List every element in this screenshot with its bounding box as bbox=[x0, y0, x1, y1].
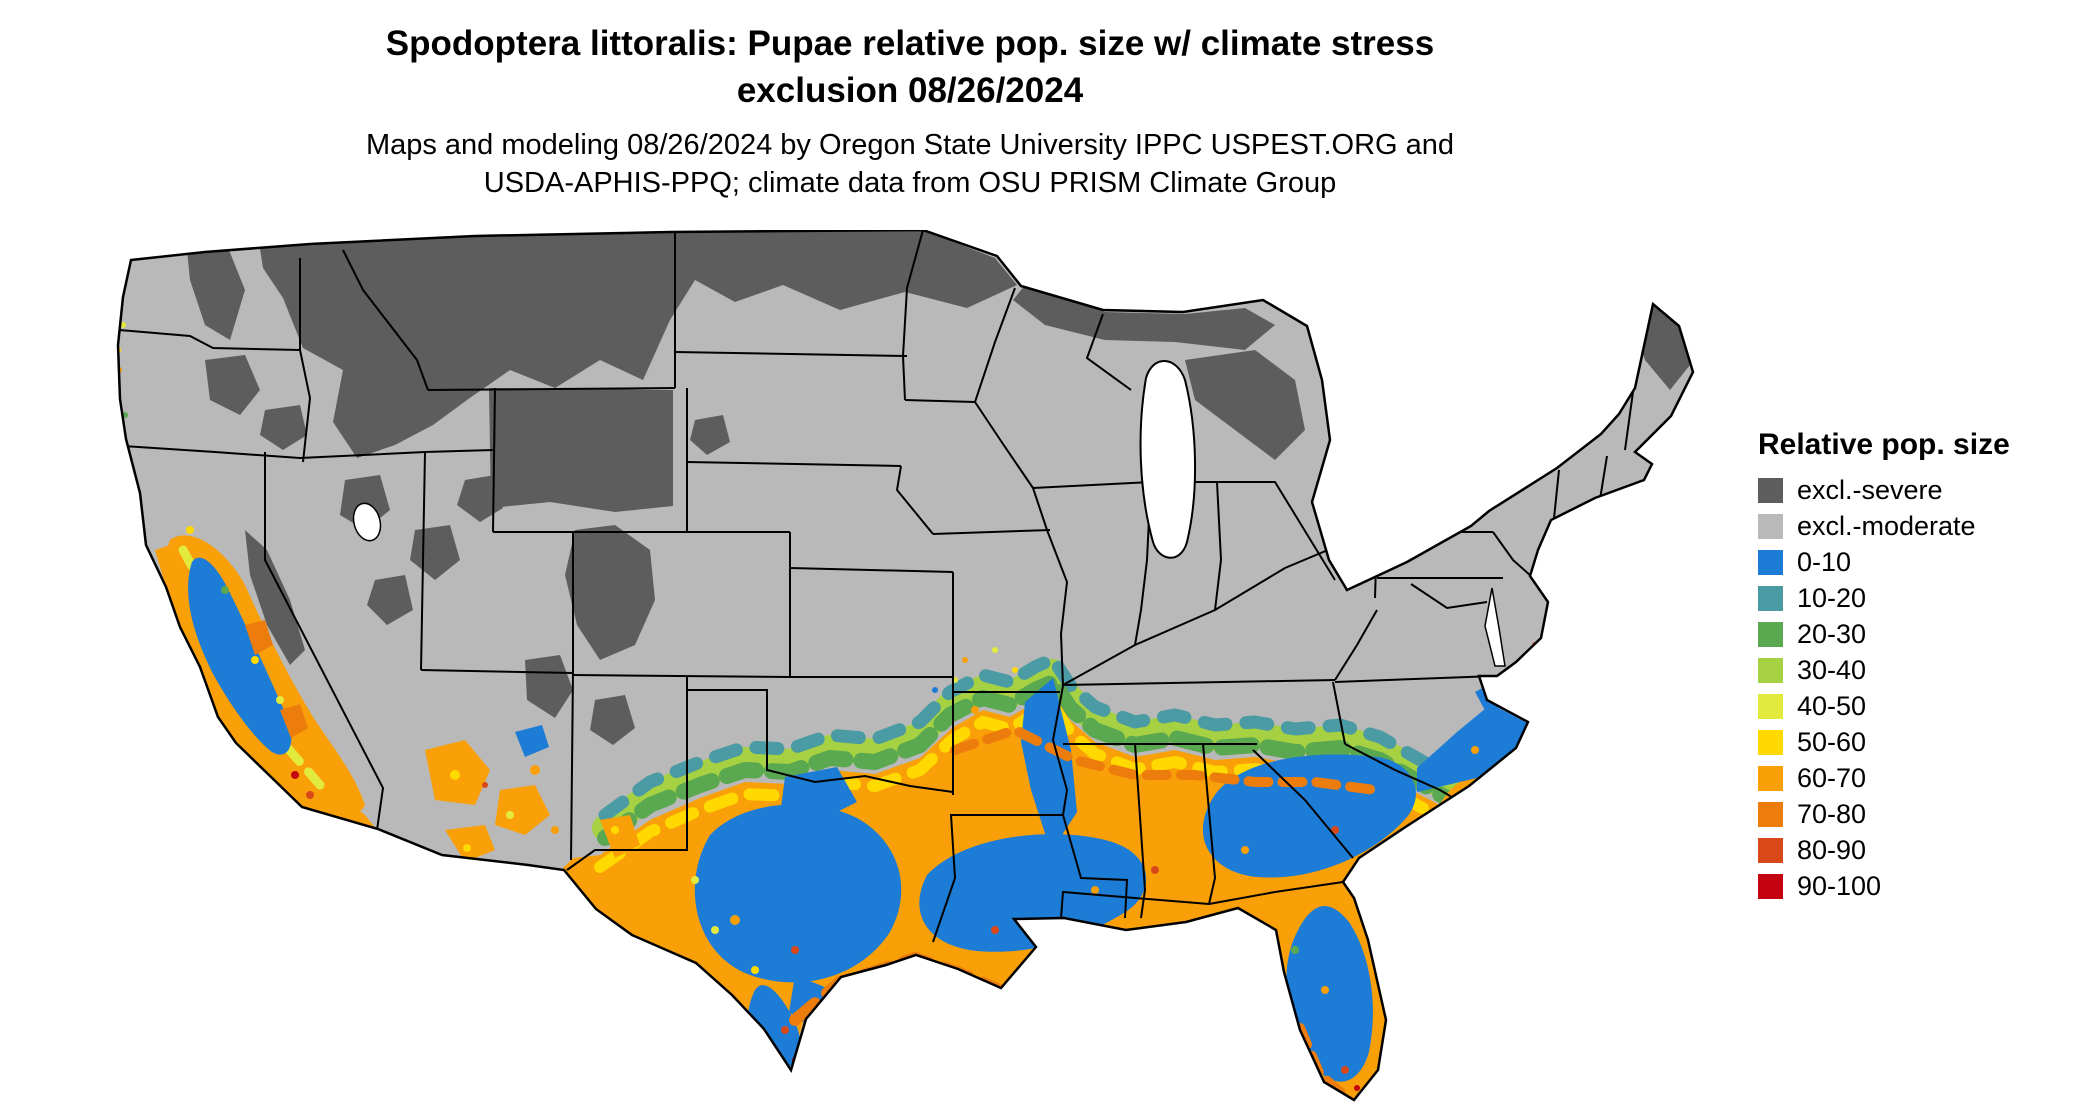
legend-label: 60-70 bbox=[1797, 762, 1867, 793]
legend-swatch-70-80 bbox=[1758, 801, 1783, 827]
legend-label: excl.-moderate bbox=[1797, 510, 1976, 541]
legend-row: 90-100 bbox=[1758, 870, 2088, 901]
legend: Relative pop. size excl.-severe excl.-mo… bbox=[1758, 428, 2088, 910]
legend-swatch-50-60 bbox=[1758, 729, 1783, 755]
legend-label: 40-50 bbox=[1797, 690, 1867, 721]
legend-label: 80-90 bbox=[1797, 834, 1867, 865]
legend-swatch-excl-moderate bbox=[1758, 513, 1783, 539]
legend-label: 20-30 bbox=[1797, 618, 1867, 649]
us-risk-map bbox=[95, 228, 1699, 1108]
legend-swatch-10-20 bbox=[1758, 585, 1783, 611]
legend-row: 10-20 bbox=[1758, 582, 2088, 613]
map-raster-layers bbox=[118, 230, 1693, 1100]
legend-label: 70-80 bbox=[1797, 798, 1867, 829]
legend-swatch-20-30 bbox=[1758, 621, 1783, 647]
legend-swatch-excl-severe bbox=[1758, 477, 1783, 503]
legend-title: Relative pop. size bbox=[1758, 428, 2010, 461]
chesapeake-bay bbox=[1484, 587, 1506, 667]
state-borders bbox=[118, 230, 1636, 943]
great-salt-lake bbox=[352, 502, 382, 542]
legend-row: 40-50 bbox=[1758, 690, 2088, 721]
attribution-subtitle: Maps and modeling 08/26/2024 by Oregon S… bbox=[0, 126, 1820, 202]
legend-row: 60-70 bbox=[1758, 762, 2088, 793]
legend-swatch-0-10 bbox=[1758, 549, 1783, 575]
legend-row: excl.-severe bbox=[1758, 474, 2088, 505]
subtitle-line-2: USDA-APHIS-PPQ; climate data from OSU PR… bbox=[483, 167, 1337, 199]
title-line-1: Spodoptera littoralis: Pupae relative po… bbox=[385, 24, 1435, 63]
legend-swatch-90-100 bbox=[1758, 873, 1783, 899]
legend-swatch-30-40 bbox=[1758, 657, 1783, 683]
legend-row: excl.-moderate bbox=[1758, 510, 2088, 541]
title-line-2: exclusion 08/26/2024 bbox=[736, 71, 1084, 110]
legend-label: 90-100 bbox=[1797, 870, 1882, 901]
legend-row: 80-90 bbox=[1758, 834, 2088, 865]
legend-row: 0-10 bbox=[1758, 546, 2088, 577]
legend-label: 50-60 bbox=[1797, 726, 1867, 757]
legend-row: 50-60 bbox=[1758, 726, 2088, 757]
legend-label: 10-20 bbox=[1797, 582, 1867, 613]
page-title: Spodoptera littoralis: Pupae relative po… bbox=[0, 20, 1820, 114]
legend-label: 30-40 bbox=[1797, 654, 1867, 685]
legend-swatch-80-90 bbox=[1758, 837, 1783, 863]
lake-michigan bbox=[1139, 360, 1197, 559]
us-outline bbox=[116, 228, 1695, 1102]
legend-label: excl.-severe bbox=[1797, 474, 1943, 505]
legend-row: 70-80 bbox=[1758, 798, 2088, 829]
legend-row: 30-40 bbox=[1758, 654, 2088, 685]
legend-row: 20-30 bbox=[1758, 618, 2088, 649]
legend-swatch-60-70 bbox=[1758, 765, 1783, 791]
subtitle-line-1: Maps and modeling 08/26/2024 by Oregon S… bbox=[365, 129, 1455, 161]
lakes bbox=[352, 360, 1506, 667]
legend-swatch-40-50 bbox=[1758, 693, 1783, 719]
legend-label: 0-10 bbox=[1797, 546, 1852, 577]
us-map-svg bbox=[116, 228, 1695, 1102]
